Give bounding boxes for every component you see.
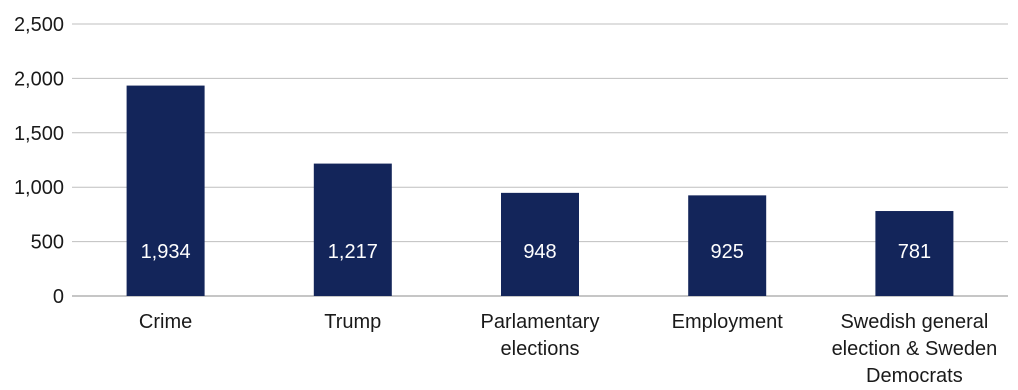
- x-tick-label: Swedish general election & Sweden Democrat…: [832, 311, 998, 385]
- bar-value-label: 1,934: [141, 241, 191, 263]
- y-tick-label: 2,000: [14, 68, 64, 90]
- bar: [126, 85, 205, 296]
- bar-value-label: 781: [898, 241, 931, 263]
- y-axis-ticks: 0 500 1,000 1,500 2,000 2,500: [14, 14, 64, 308]
- gridlines: [72, 23, 1008, 297]
- y-tick-label: 0: [53, 286, 64, 308]
- x-tick-label: Trump: [324, 311, 381, 333]
- x-axis-ticks: Crime Trump Parlamentary elections Employmen…: [139, 311, 998, 387]
- bar-value-label: 925: [711, 241, 744, 263]
- bar: [313, 163, 392, 296]
- bars: 1,934 1,217 948 925 781: [126, 85, 954, 296]
- bar: [875, 211, 954, 296]
- y-tick-label: 500: [31, 232, 64, 254]
- bar-value-label: 948: [523, 241, 556, 263]
- bar-value-label: 1,217: [328, 241, 378, 263]
- bar: [501, 192, 579, 296]
- y-tick-label: 1,500: [14, 123, 64, 145]
- x-tick-label: Crime: [139, 311, 192, 333]
- y-tick-label: 1,000: [14, 177, 64, 199]
- y-tick-label: 2,500: [14, 14, 64, 36]
- x-tick-label: Employment: [672, 311, 784, 333]
- x-tick-label: Parlamentary elections: [481, 311, 600, 360]
- bar: [688, 195, 767, 296]
